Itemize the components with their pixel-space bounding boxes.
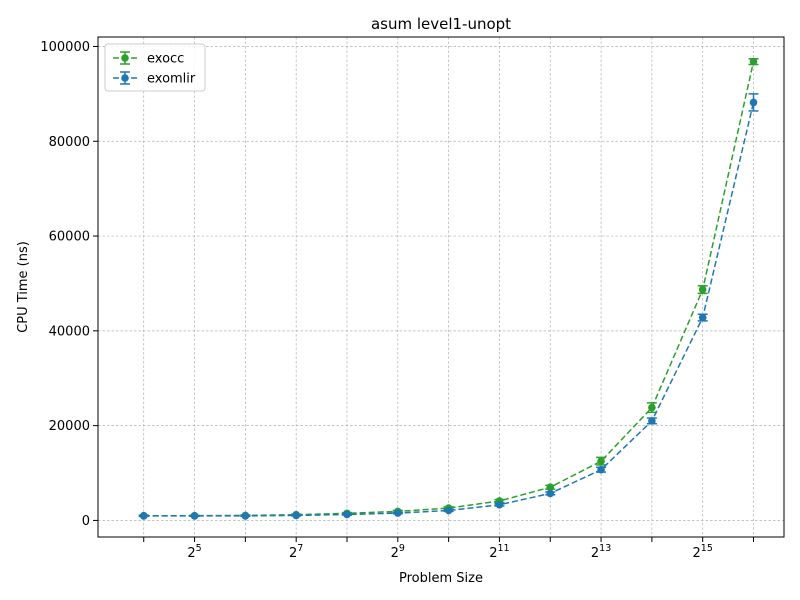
x-axis-label: Problem Size xyxy=(399,571,483,586)
x-tick-label: 29 xyxy=(391,543,405,561)
legend-label: exomlir xyxy=(147,72,196,87)
data-point-exomlir xyxy=(190,512,199,520)
y-tick-label: 60000 xyxy=(49,230,90,245)
x-tick-label: 27 xyxy=(289,543,303,561)
data-point-exomlir xyxy=(241,512,250,520)
y-tick-label: 100000 xyxy=(40,40,90,55)
data-point-exomlir xyxy=(139,512,148,520)
chart-title: asum level1-unopt xyxy=(371,15,511,33)
x-tick-base: 2 xyxy=(489,546,497,561)
y-tick-label: 0 xyxy=(82,514,90,529)
data-point-exomlir xyxy=(698,313,707,322)
y-tick-label: 20000 xyxy=(49,419,90,434)
data-point-exocc xyxy=(546,483,555,492)
data-point-exomlir xyxy=(343,510,351,519)
x-tick-exponent: 15 xyxy=(701,543,713,554)
x-tick-label: 211 xyxy=(489,543,509,561)
data-point-exocc xyxy=(698,285,707,294)
data-point-exomlir xyxy=(546,489,555,498)
data-point-exomlir xyxy=(495,500,504,509)
data-point-exocc xyxy=(749,57,758,66)
y-axis-label: CPU Time (ns) xyxy=(16,241,31,333)
x-tick-base: 2 xyxy=(187,546,195,561)
x-tick-exponent: 5 xyxy=(196,543,202,554)
x-tick-exponent: 9 xyxy=(399,543,405,554)
x-tick-exponent: 7 xyxy=(297,543,303,554)
data-point-exomlir xyxy=(394,509,402,517)
y-tick-label: 40000 xyxy=(49,324,90,339)
x-tick-label: 215 xyxy=(693,543,713,561)
data-point-exomlir xyxy=(648,417,656,425)
legend-box xyxy=(104,43,206,92)
axes: 25 27 29 211 213 2150200004000060000800001000… xyxy=(40,40,755,561)
y-tick-label: 80000 xyxy=(49,135,90,150)
legend-swatch-marker xyxy=(121,54,129,62)
grid xyxy=(98,37,784,537)
legend-item-exomlir: exomlir xyxy=(113,71,196,87)
x-tick-base: 2 xyxy=(391,546,399,561)
data-point-exomlir xyxy=(444,506,453,515)
legend-item-exocc: exocc xyxy=(113,51,184,67)
data-point-exomlir xyxy=(292,511,300,520)
plot-frame xyxy=(97,36,785,538)
x-tick-label: 213 xyxy=(591,543,611,561)
x-tick-base: 2 xyxy=(693,546,701,561)
x-tick-base: 2 xyxy=(591,546,599,561)
plot-area xyxy=(138,57,759,520)
data-point-exomlir xyxy=(597,465,605,474)
data-point-exocc xyxy=(648,403,656,412)
x-tick-base: 2 xyxy=(289,546,297,561)
x-tick-exponent: 13 xyxy=(599,543,611,554)
legend: exocc exomlir xyxy=(104,43,206,92)
data-point-exocc xyxy=(597,457,605,465)
legend-swatch-marker xyxy=(121,74,129,82)
legend-label: exocc xyxy=(147,52,184,67)
data-point-exomlir xyxy=(749,98,758,107)
x-tick-exponent: 11 xyxy=(498,543,510,554)
x-tick-label: 25 xyxy=(187,543,201,561)
